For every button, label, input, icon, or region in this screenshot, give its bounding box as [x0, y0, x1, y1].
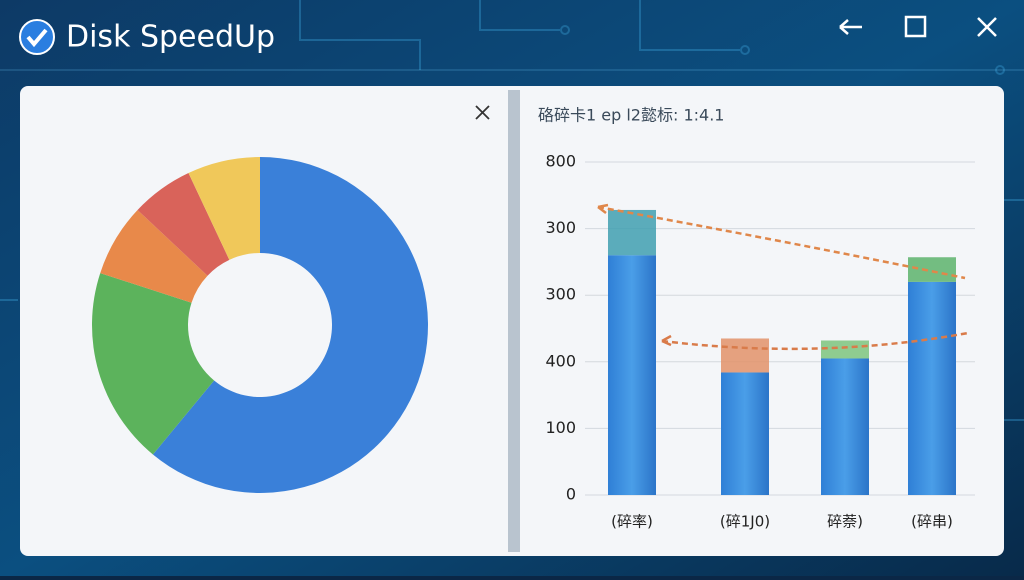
y-tick-label: 300	[545, 218, 576, 237]
bar-segment	[721, 338, 769, 373]
bar-segment	[608, 255, 656, 495]
bar-chart-title: 硌碎卡1 ep l2懿标: 1:4.1	[538, 106, 724, 125]
y-tick-label: 800	[545, 152, 576, 171]
panel-close-button[interactable]	[475, 105, 490, 120]
y-tick-label: 0	[566, 485, 576, 504]
bar-segment	[721, 372, 769, 495]
bar-chart: 硌碎卡1 ep l2懿标: 1:4.1 0 100 400 300 300 800 (碎率) (…	[538, 106, 975, 531]
donut-segment	[91, 273, 215, 455]
bar-segment	[821, 340, 869, 359]
bar-segment	[821, 358, 869, 495]
circuit-pattern	[0, 0, 1024, 421]
x-tick-label: (碎1J0)	[720, 513, 770, 531]
y-tick-label: 300	[545, 285, 576, 304]
trend-arrow	[597, 203, 609, 214]
trend-line	[597, 205, 966, 280]
back-button[interactable]	[839, 19, 862, 35]
y-tick-label: 100	[545, 418, 576, 437]
y-tick-label: 400	[545, 351, 576, 370]
trend-arrow	[661, 334, 672, 347]
donut-segment	[100, 209, 208, 303]
window-title: Disk SpeedUp	[66, 20, 275, 55]
donut-segment	[137, 172, 230, 276]
panel-divider	[508, 90, 520, 552]
donut-segment	[152, 157, 429, 493]
x-tick-label: 碎萘)	[827, 513, 863, 531]
x-tick-label: (碎串)	[911, 513, 953, 531]
bar-segment	[908, 281, 956, 495]
close-button[interactable]	[977, 17, 997, 37]
trend-lines	[597, 203, 969, 351]
donut-segment	[188, 157, 260, 260]
x-tick-label: (碎率)	[611, 513, 653, 531]
donut-chart	[91, 157, 429, 493]
app-icon-check	[26, 28, 48, 48]
bar-segment	[608, 209, 656, 256]
maximize-button[interactable]	[904, 15, 927, 38]
app-icon	[19, 19, 55, 55]
bar-segment	[908, 257, 956, 282]
trend-line	[661, 331, 969, 351]
